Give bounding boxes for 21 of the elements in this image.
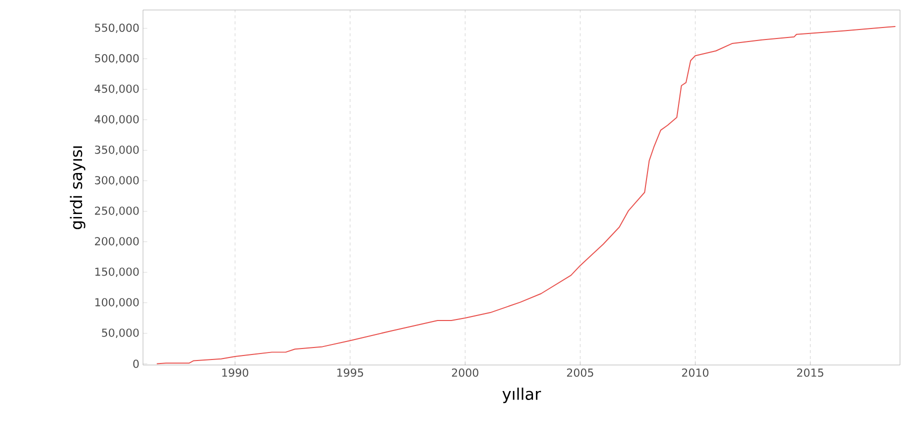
x-tick-label: 2000 xyxy=(452,368,478,377)
y-tick-label: 300,000 xyxy=(94,176,139,186)
y-tick-label: 200,000 xyxy=(94,237,139,246)
y-tick-label: 350,000 xyxy=(94,146,139,155)
y-tick-label: 250,000 xyxy=(94,206,139,216)
y-tick-label: 100,000 xyxy=(95,298,139,308)
y-tick-label: 400,000 xyxy=(94,115,139,124)
x-tick-label: 1995 xyxy=(337,368,364,377)
y-tick-label: 150,000 xyxy=(95,268,139,277)
x-tick-label: 1990 xyxy=(222,368,248,377)
x-tick-label: 2010 xyxy=(682,368,708,377)
y-tick-label: 450,000 xyxy=(94,84,139,94)
y-tick-label: 50,000 xyxy=(102,328,139,338)
y-axis-title: girdi sayısı xyxy=(70,146,86,230)
line-series xyxy=(156,26,896,364)
y-tick-label: 0 xyxy=(133,360,139,368)
x-tick-label: 2015 xyxy=(797,368,824,377)
y-tick-label: 500,000 xyxy=(95,54,139,64)
x-axis-title: yıllar xyxy=(502,388,542,404)
x-tick-label: 2005 xyxy=(567,368,594,377)
y-tick-label: 550,000 xyxy=(95,24,139,33)
